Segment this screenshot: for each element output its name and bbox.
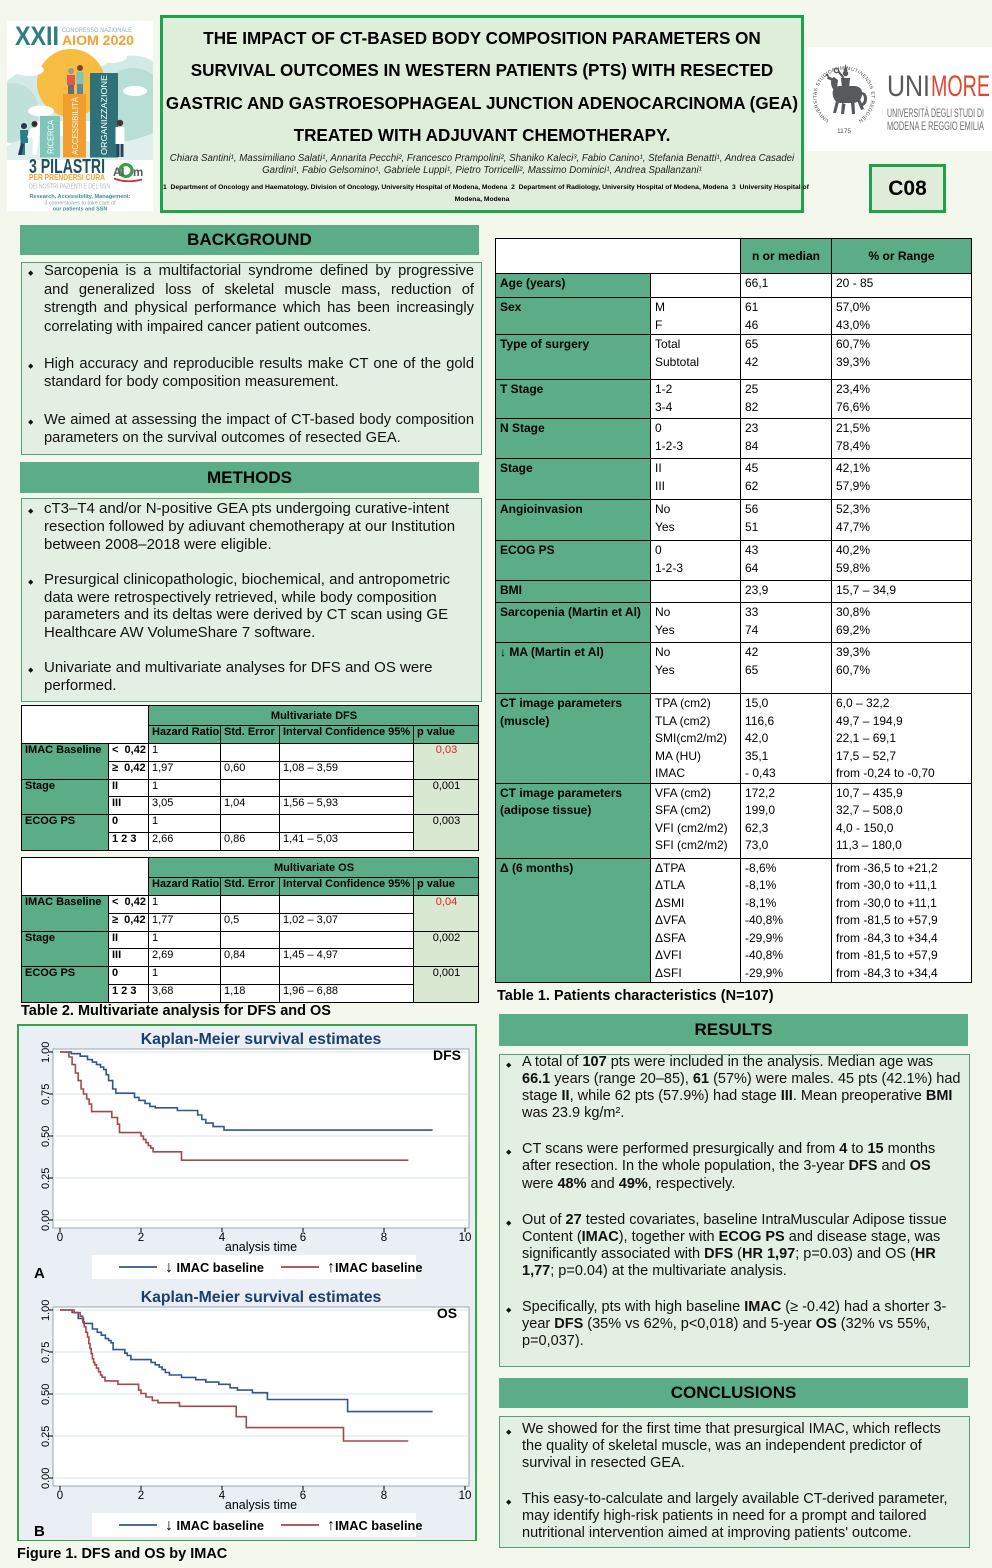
svg-text:XXII: XXII	[15, 21, 59, 51]
svg-text:A: A	[34, 1265, 45, 1282]
svg-text:DFS: DFS	[433, 1047, 461, 1063]
svg-text:m: m	[133, 167, 143, 179]
svg-text:2: 2	[138, 1490, 144, 1502]
svg-text:0: 0	[57, 1232, 63, 1244]
svg-text:0.50: 0.50	[40, 1384, 52, 1405]
svg-text:analysis time: analysis time	[225, 1240, 297, 1254]
svg-text:↓ IMAC baseline: ↓ IMAC baseline	[165, 1259, 264, 1276]
svg-text:UNIVERSITÀ DEGLI STUDI DI: UNIVERSITÀ DEGLI STUDI DI	[887, 105, 984, 120]
svg-text:ORGANIZZAZIONE: ORGANIZZAZIONE	[100, 75, 109, 155]
svg-text:Kaplan-Meier survival estimate: Kaplan-Meier survival estimates	[141, 1031, 382, 1048]
svg-text:↑IMAC baseline: ↑IMAC baseline	[327, 1259, 422, 1276]
svg-text:AI: AI	[113, 167, 125, 179]
svg-text:4: 4	[219, 1490, 226, 1502]
svg-text:1.00: 1.00	[40, 1300, 52, 1321]
svg-text:2: 2	[138, 1232, 144, 1244]
svg-text:3 cornerstones to take care of: 3 cornerstones to take care of	[44, 201, 116, 207]
svg-text:MORE: MORE	[931, 70, 990, 103]
svg-text:CONGRESSO NAZIONALE: CONGRESSO NAZIONALE	[62, 28, 132, 34]
svg-text:MODENA E REGGIO EMILIA: MODENA E REGGIO EMILIA	[887, 119, 984, 133]
svg-text:4: 4	[219, 1232, 226, 1244]
svg-text:our patients and SSN: our patients and SSN	[53, 207, 108, 212]
svg-text:0.75: 0.75	[40, 1084, 52, 1105]
svg-text:6: 6	[300, 1232, 306, 1244]
svg-text:OS: OS	[437, 1305, 457, 1321]
svg-text:ACCESSIBILITÀ: ACCESSIBILITÀ	[71, 96, 80, 155]
svg-text:Research, Accessibility, Manag: Research, Accessibility, Management:	[29, 194, 130, 200]
svg-text:10: 10	[459, 1490, 472, 1502]
svg-text:↓ IMAC baseline: ↓ IMAC baseline	[165, 1517, 264, 1534]
svg-text:1175: 1175	[837, 128, 851, 135]
svg-text:0.00: 0.00	[40, 1210, 52, 1231]
svg-text:10: 10	[459, 1232, 472, 1244]
svg-text:Kaplan-Meier survival estimate: Kaplan-Meier survival estimates	[141, 1289, 382, 1306]
svg-text:0.25: 0.25	[40, 1426, 52, 1447]
svg-text:8: 8	[381, 1232, 387, 1244]
svg-text:RICERCA: RICERCA	[47, 119, 56, 154]
svg-text:6: 6	[300, 1490, 306, 1502]
svg-text:PER PRENDERSI CURA: PER PRENDERSI CURA	[29, 172, 105, 182]
svg-text:analysis time: analysis time	[225, 1498, 297, 1512]
svg-text:0: 0	[57, 1490, 63, 1502]
svg-text:↑IMAC baseline: ↑IMAC baseline	[327, 1517, 422, 1534]
svg-text:AIOM 2020: AIOM 2020	[62, 32, 134, 48]
svg-text:0.50: 0.50	[40, 1126, 52, 1147]
svg-text:0.25: 0.25	[40, 1168, 52, 1189]
svg-text:UNI: UNI	[887, 70, 930, 103]
svg-text:8: 8	[381, 1490, 387, 1502]
svg-text:1.00: 1.00	[40, 1042, 52, 1063]
svg-text:B: B	[34, 1523, 45, 1540]
svg-text:DEI NOSTRI PAZIENTI E DEL SSN: DEI NOSTRI PAZIENTI E DEL SSN	[29, 184, 110, 191]
svg-text:3 PILASTRI: 3 PILASTRI	[29, 156, 105, 178]
svg-text:0.00: 0.00	[40, 1468, 52, 1489]
svg-text:0.75: 0.75	[40, 1342, 52, 1363]
